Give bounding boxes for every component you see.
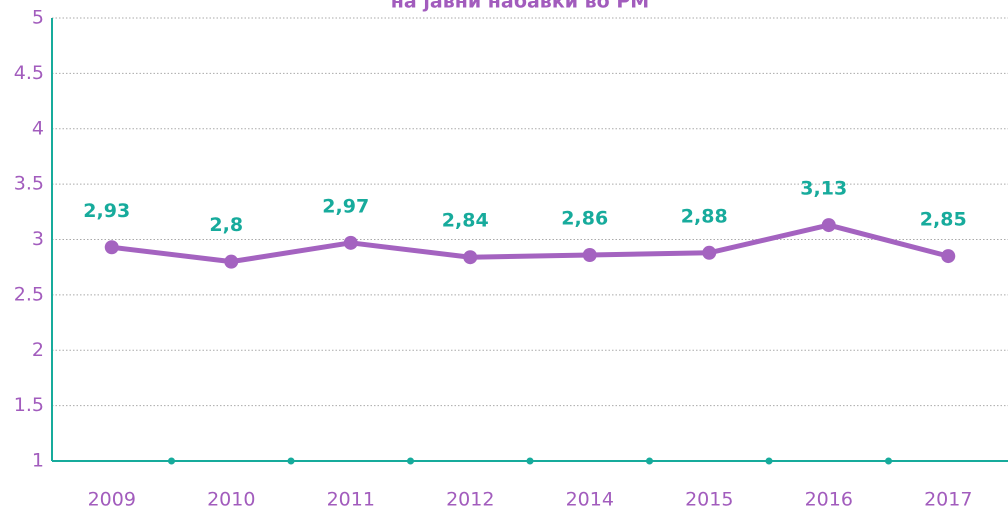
y-tick-label: 3 [32, 228, 44, 250]
x-tick-dot [287, 457, 295, 465]
x-tick-label: 2011 [327, 489, 375, 511]
data-point [104, 240, 119, 255]
x-tick-label: 2016 [805, 489, 853, 511]
data-label: 2,84 [442, 210, 489, 232]
data-point [224, 254, 239, 269]
y-tick-label: 2 [32, 339, 44, 361]
x-tick-dot [407, 457, 414, 465]
y-tick-label: 5 [32, 7, 44, 29]
x-tick-label: 2015 [685, 489, 733, 511]
x-tick-dot [646, 457, 653, 465]
y-tick-label: 2.5 [14, 283, 44, 305]
y-tick-label: 1 [32, 450, 44, 472]
x-tick-label: 2017 [924, 489, 972, 511]
x-tick-dot [168, 457, 175, 465]
y-tick-label: 4.5 [14, 62, 44, 84]
data-point [702, 245, 717, 260]
data-point [343, 235, 358, 250]
data-point [941, 249, 956, 264]
x-tick-dot [526, 457, 534, 465]
data-point [463, 250, 478, 265]
series-line [111, 222, 949, 265]
y-tick-label: 3.5 [14, 173, 44, 195]
y-tick-label: 4 [32, 117, 44, 139]
x-tick-label: 2009 [88, 489, 136, 511]
data-label: 2,97 [322, 195, 369, 217]
x-tick-label: 2012 [446, 489, 494, 511]
x-tick-dot [765, 457, 773, 465]
data-point [582, 248, 597, 263]
y-tick-label: 1.5 [14, 394, 44, 416]
data-point [821, 218, 836, 233]
data-label: 2,8 [209, 214, 243, 236]
data-label: 2,86 [561, 208, 608, 230]
data-label: 2,93 [83, 200, 130, 222]
data-label: 2,88 [681, 205, 728, 227]
data-label: 2,85 [920, 209, 967, 231]
data-label: 3,13 [800, 178, 847, 200]
x-tick-label: 2010 [207, 489, 255, 511]
x-tick-dot [885, 457, 892, 465]
x-tick-label: 2014 [566, 489, 614, 511]
chart-title: на јавни набавки во РМ [391, 0, 649, 13]
